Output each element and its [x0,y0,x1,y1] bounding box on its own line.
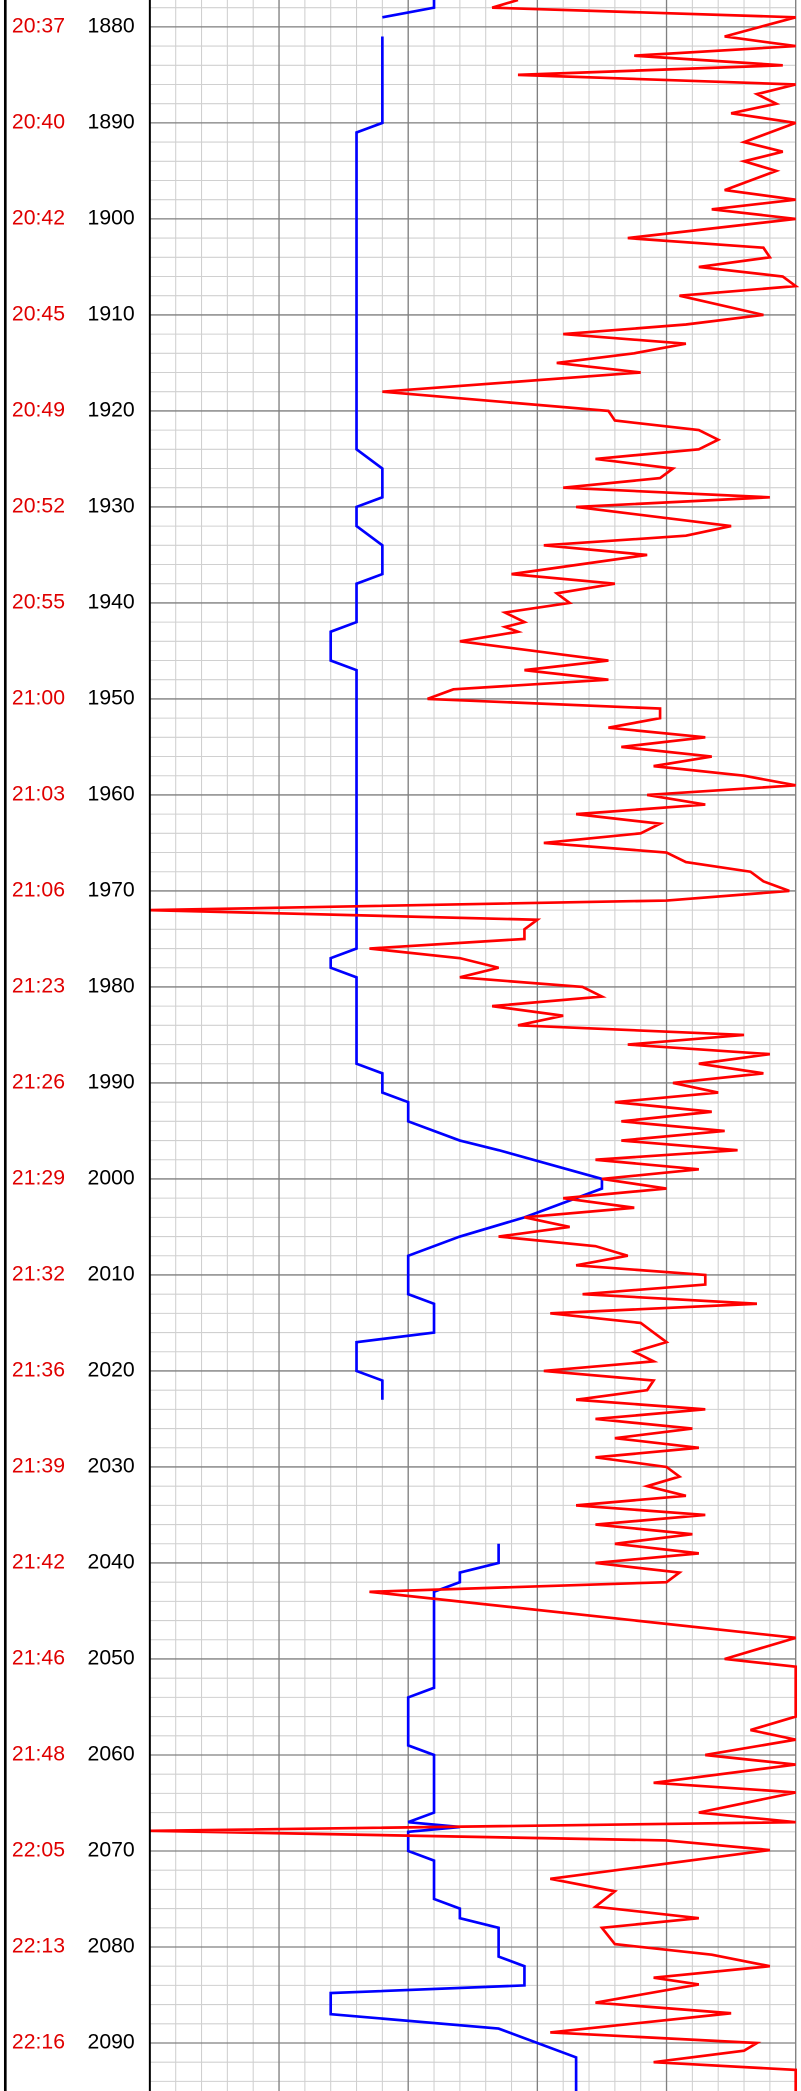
depth-label: 2030 [88,1454,135,1478]
time-label: 21:36 [12,1358,65,1382]
log-curve [329,36,604,1400]
time-label: 20:40 [12,109,65,133]
depth-label: 2070 [88,1838,135,1862]
depth-label: 1920 [88,397,135,421]
depth-label: 1900 [88,205,135,229]
time-label: 20:42 [12,205,65,229]
depth-label: 2050 [88,1646,135,1670]
time-label: 22:13 [12,1934,65,1958]
depth-label: 1890 [88,109,135,133]
depth-label: 2010 [88,1262,135,1286]
time-label: 21:00 [12,686,65,710]
depth-label: 1930 [88,493,135,517]
time-label: 21:29 [12,1166,65,1190]
log-curve [329,1543,578,2091]
curves [149,0,800,2091]
depth-label: 2060 [88,1742,135,1766]
time-label: 20:49 [12,397,65,421]
depth-label: 1960 [88,782,135,806]
time-label: 21:42 [12,1550,65,1574]
time-label: 21:23 [12,974,65,998]
time-label: 20:55 [12,590,65,614]
depth-label: 2000 [88,1166,135,1190]
time-label: 22:05 [12,1838,65,1862]
depth-label: 2090 [88,2030,135,2054]
time-label: 21:03 [12,782,65,806]
time-label: 21:32 [12,1262,65,1286]
depth-label: 1940 [88,590,135,614]
time-label: 20:37 [12,13,65,37]
depth-label: 1950 [88,686,135,710]
time-label: 21:39 [12,1454,65,1478]
time-label: 21:48 [12,1742,65,1766]
time-label: 20:52 [12,493,65,517]
depth-label: 1970 [88,878,135,902]
log-curve [382,0,436,19]
labels: 1880 20:37 1890 20:40 1900 20:42 1910 20:45 1920… [12,13,135,2053]
time-label: 21:06 [12,878,65,902]
depth-label: 1880 [88,13,135,37]
time-label: 21:46 [12,1646,65,1670]
depth-label: 1990 [88,1070,135,1094]
depth-label: 2080 [88,1934,135,1958]
time-label: 21:26 [12,1070,65,1094]
time-label: 22:16 [12,2030,65,2054]
depth-label: 1910 [88,301,135,325]
depth-label: 2020 [88,1358,135,1382]
depth-label: 1980 [88,974,135,998]
time-label: 20:45 [12,301,65,325]
depth-label: 2040 [88,1550,135,1574]
log-curve [149,0,800,2091]
